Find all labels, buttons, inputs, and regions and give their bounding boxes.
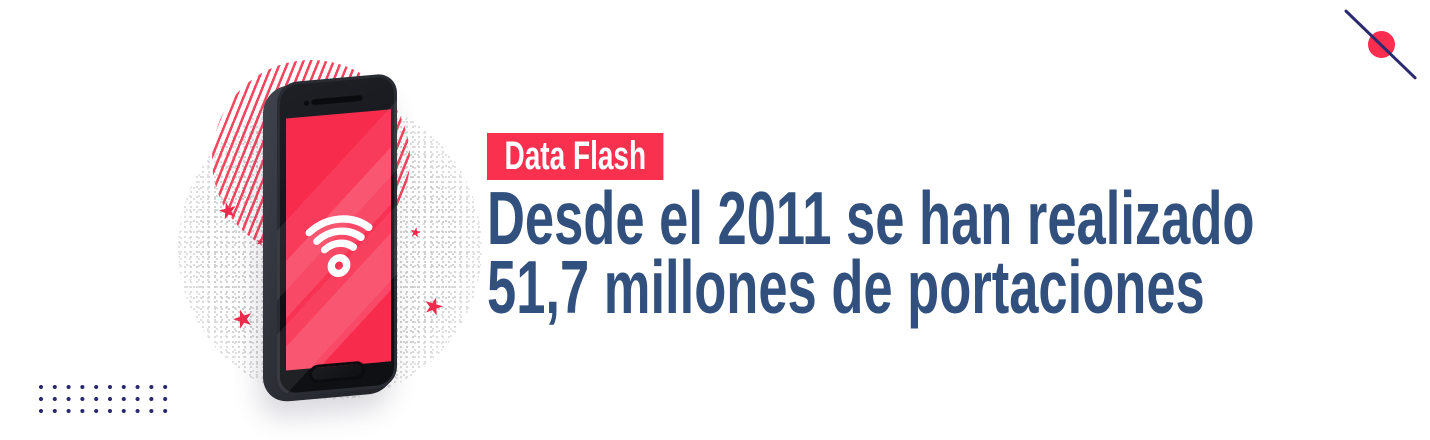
- wifi-icon: [305, 215, 372, 278]
- headline: Desde el 2011 se han realizado 51,7 mill…: [487, 176, 1362, 329]
- phone-body: [277, 72, 397, 398]
- phone-glass: [280, 76, 394, 394]
- phone-illustration: [263, 72, 397, 404]
- diagonal-line-icon: [1343, 9, 1418, 81]
- headline-line-2: 51,7 millones de portaciones: [487, 245, 1205, 329]
- home-button: [309, 360, 365, 384]
- badge-label: Data Flash: [504, 134, 647, 178]
- phone-screen: [286, 109, 391, 371]
- camera-icon: [304, 100, 309, 106]
- dots-grid-icon: [39, 385, 168, 416]
- data-flash-badge: Data Flash: [487, 133, 664, 180]
- speaker-slot: [311, 93, 363, 106]
- text-block: Data Flash Desde el 2011 se han realizad…: [487, 133, 1362, 329]
- headline-line-1: Desde el 2011 se han realizado: [487, 176, 1255, 260]
